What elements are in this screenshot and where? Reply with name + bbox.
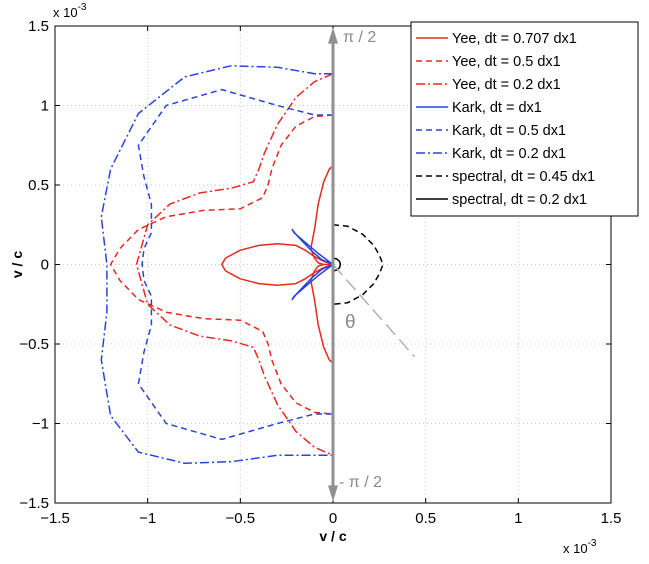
legend-label: Kark, dt = 0.2 dx1 <box>452 146 566 162</box>
legend-label: Yee, dt = 0.5 dx1 <box>452 54 561 70</box>
x-tick-label: 1.5 <box>601 510 622 527</box>
y-tick-labels: 1.5 1 0.5 0 −0.5 −1 −1.5 <box>19 18 49 512</box>
theta-direction-line <box>332 264 416 358</box>
series-line-2 <box>109 114 334 415</box>
y-multiplier: x 10-3 <box>53 2 87 20</box>
legend-label: Yee, dt = 0.2 dx1 <box>452 77 561 93</box>
series-line-3 <box>135 73 334 456</box>
legend-label: Kark, dt = 0.5 dx1 <box>452 123 566 139</box>
x-multiplier-power: -3 <box>588 538 597 549</box>
legend-label: Kark, dt = dx1 <box>452 100 542 116</box>
x-tick-label: −0.5 <box>226 510 256 527</box>
x-tick-label: −1 <box>139 510 156 527</box>
x-tick-labels: −1.5 −1 −0.5 0 0.5 1 1.5 <box>40 510 621 527</box>
pi-over-2-label: π / 2 <box>343 29 376 46</box>
x-axis-label: v / c <box>319 528 346 544</box>
y-tick-label: −1 <box>32 416 49 433</box>
y-multiplier-base: x 10 <box>53 5 78 20</box>
y-tick-label: 1.5 <box>28 18 49 35</box>
legend-label: spectral, dt = 0.45 dx1 <box>452 169 595 185</box>
minus-pi-over-2-label: - π / 2 <box>339 474 382 491</box>
x-tick-label: 0 <box>329 510 337 527</box>
theta-label: θ <box>345 312 356 333</box>
x-tick-label: 1 <box>514 510 522 527</box>
y-tick-label: 1 <box>41 98 49 115</box>
legend: Yee, dt = 0.707 dx1 Yee, dt = 0.5 dx1 Yee,… <box>410 21 639 217</box>
legend-label: Yee, dt = 0.707 dx1 <box>452 31 577 47</box>
series-line-6 <box>100 65 333 465</box>
x-tick-label: −1.5 <box>40 510 70 527</box>
legend-label: spectral, dt = 0.2 dx1 <box>452 192 587 208</box>
x-tick-label: 0.5 <box>415 510 436 527</box>
arrow-down-icon <box>328 485 338 502</box>
y-axis-label: v / c <box>9 251 25 278</box>
y-tick-label: 0.5 <box>28 177 49 194</box>
y-tick-label: 0 <box>41 257 49 274</box>
series-line-7 <box>332 224 384 306</box>
grid <box>55 26 611 503</box>
series-line-5 <box>137 88 333 441</box>
x-multiplier-base: x 10 <box>563 541 588 556</box>
y-tick-label: −0.5 <box>19 336 49 353</box>
series-line-1 <box>221 165 334 364</box>
x-multiplier: x 10-3 <box>563 538 597 556</box>
series-group <box>100 65 384 465</box>
series-line-8 <box>332 257 342 272</box>
y-multiplier-power: -3 <box>78 2 87 13</box>
annotation-overlay: π / 2 - π / 2 θ <box>328 27 416 502</box>
arrow-up-icon <box>328 27 338 44</box>
legend-box <box>410 21 639 217</box>
y-tick-label: −1.5 <box>19 495 49 512</box>
